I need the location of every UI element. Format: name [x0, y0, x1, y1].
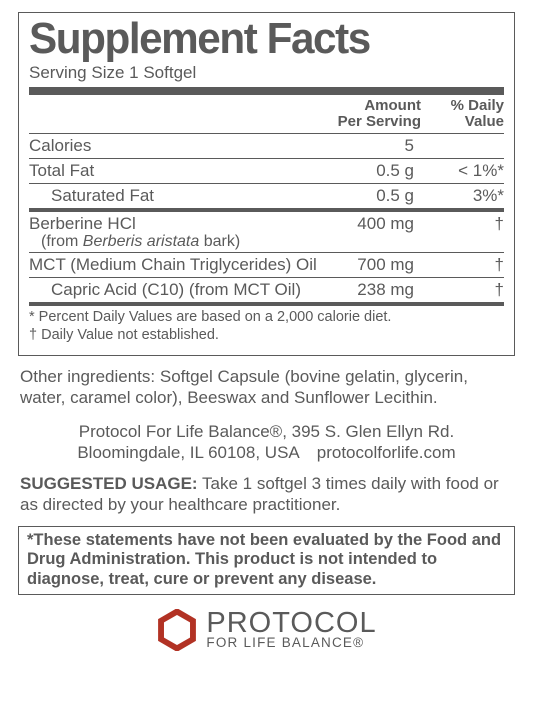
rule-thick	[29, 87, 504, 95]
row-satfat: Saturated Fat 0.5 g 3%*	[29, 184, 504, 208]
address-line2: Bloomingdale, IL 60108, USA protocolforl…	[18, 442, 515, 463]
row-capric: Capric Acid (C10) (from MCT Oil) 238 mg …	[29, 278, 504, 302]
nutrient-amount: 400 mg	[319, 214, 414, 234]
logo-main: PROTOCOL	[206, 610, 376, 638]
nutrient-name: MCT (Medium Chain Triglycerides) Oil	[29, 255, 339, 275]
row-calories: Calories 5	[29, 134, 504, 158]
hexagon-icon	[156, 609, 198, 651]
footnotes: * Percent Daily Values are based on a 2,…	[29, 306, 504, 347]
nutrient-name: Calories	[29, 136, 319, 156]
nutrient-amount: 0.5 g	[319, 186, 414, 206]
panel-title: Supplement Facts	[29, 17, 485, 61]
nutrient-name: Berberine HCl	[29, 214, 319, 234]
sub-italic: Berberis aristata	[83, 233, 200, 250]
nutrient-amount: 0.5 g	[319, 161, 414, 181]
serving-size: Serving Size 1 Softgel	[29, 63, 504, 83]
sub-pre: (from	[41, 233, 83, 250]
nutrient-dv: †	[414, 280, 504, 300]
nutrient-dv: 3%*	[414, 186, 504, 206]
nutrient-amount: 5	[319, 136, 414, 156]
nutrient-name: Total Fat	[29, 161, 319, 181]
address: Protocol For Life Balance®, 395 S. Glen …	[18, 421, 515, 464]
other-ingredients: Other ingredients: Softgel Capsule (bovi…	[20, 366, 513, 409]
brand-logo: PROTOCOL FOR LIFE BALANCE®	[18, 609, 515, 656]
logo-sub: FOR LIFE BALANCE®	[206, 637, 376, 650]
nutrient-amount: 238 mg	[329, 280, 414, 300]
disclaimer-box: *These statements have not been evaluate…	[18, 526, 515, 595]
sub-post: bark)	[199, 233, 240, 250]
nutrient-name: Saturated Fat	[29, 186, 319, 206]
footnote-dagger: † Daily Value not established.	[29, 327, 504, 344]
nutrient-dv: < 1%*	[414, 161, 504, 181]
usage-label: SUGGESTED USAGE:	[20, 474, 198, 493]
address-line1: Protocol For Life Balance®, 395 S. Glen …	[18, 421, 515, 442]
row-totalfat: Total Fat 0.5 g < 1%*	[29, 159, 504, 183]
facts-panel: Supplement Facts Serving Size 1 Softgel …	[18, 12, 515, 356]
nutrient-name: Capric Acid (C10) (from MCT Oil)	[29, 280, 329, 300]
nutrient-amount: 700 mg	[339, 255, 414, 275]
column-headers: AmountPer Serving % DailyValue	[29, 95, 504, 133]
header-amount: AmountPer Serving	[306, 98, 421, 130]
row-mct: MCT (Medium Chain Triglycerides) Oil 700…	[29, 253, 504, 277]
nutrient-dv: †	[414, 214, 504, 234]
suggested-usage: SUGGESTED USAGE: Take 1 softgel 3 times …	[20, 473, 513, 516]
header-dv: % DailyValue	[421, 98, 504, 130]
nutrient-dv: †	[414, 255, 504, 275]
logo-text: PROTOCOL FOR LIFE BALANCE®	[206, 610, 376, 650]
footnote-pdv: * Percent Daily Values are based on a 2,…	[29, 309, 504, 326]
row-berberine-sub: (from Berberis aristata bark)	[29, 234, 504, 251]
